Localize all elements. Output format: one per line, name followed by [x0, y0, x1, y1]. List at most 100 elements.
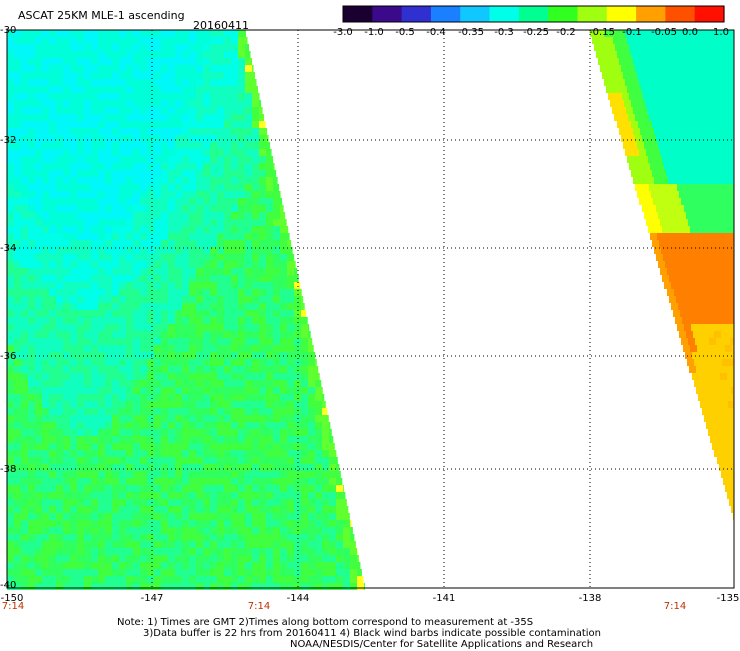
wind-cell [105, 527, 112, 534]
wind-cell [238, 429, 245, 436]
wind-cell [231, 100, 238, 107]
wind-cell [189, 86, 196, 93]
wind-cell [56, 520, 63, 527]
wind-cell [98, 562, 105, 569]
wind-cell [259, 394, 266, 401]
wind-cell [84, 443, 91, 450]
wind-cell [726, 394, 733, 401]
wind-cell [126, 394, 133, 401]
wind-cell [662, 86, 669, 93]
wind-cell [112, 303, 119, 310]
wind-cell [238, 534, 245, 541]
wind-cell [210, 310, 217, 317]
wind-cell [654, 128, 661, 135]
wind-cell [126, 324, 133, 331]
wind-cell [238, 275, 245, 282]
wind-cell [7, 51, 14, 58]
wind-cell [7, 373, 14, 380]
wind-cell [245, 142, 252, 149]
wind-cell [28, 198, 35, 205]
wind-cell [273, 338, 280, 345]
wind-cell [315, 562, 322, 569]
wind-cell [702, 408, 709, 415]
wind-cell [7, 44, 14, 51]
colorbar-segment [695, 6, 725, 22]
wind-cell [259, 499, 266, 506]
wind-cell [21, 219, 28, 226]
wind-cell [315, 408, 322, 415]
wind-cell [63, 184, 70, 191]
wind-cell [21, 261, 28, 268]
wind-cell [681, 198, 688, 205]
wind-cell [28, 464, 35, 471]
wind-cell [238, 149, 245, 156]
wind-cell [196, 177, 203, 184]
wind-cell [133, 562, 140, 569]
wind-cell [28, 240, 35, 247]
wind-cell [91, 149, 98, 156]
wind-cell [42, 170, 49, 177]
wind-cell [182, 212, 189, 219]
wind-cell [196, 555, 203, 562]
wind-cell [56, 317, 63, 324]
wind-cell [133, 513, 140, 520]
wind-cell [231, 345, 238, 352]
wind-cell [133, 135, 140, 142]
wind-cell [14, 149, 21, 156]
wind-cell [98, 338, 105, 345]
wind-cell [203, 555, 210, 562]
wind-cell [266, 450, 273, 457]
wind-cell [322, 415, 329, 422]
wind-cell [168, 107, 175, 114]
wind-cell [56, 513, 63, 520]
wind-cell [84, 44, 91, 51]
wind-cell [628, 65, 635, 72]
wind-cell [140, 492, 147, 499]
wind-cell [56, 191, 63, 198]
wind-cell [98, 156, 105, 163]
wind-cell [70, 380, 77, 387]
wind-cell [119, 79, 126, 86]
wind-cell [217, 366, 224, 373]
wind-cell [63, 100, 70, 107]
wind-cell [718, 156, 725, 163]
wind-cell [126, 219, 133, 226]
wind-cell [147, 121, 154, 128]
wind-cell [168, 555, 175, 562]
wind-cell [21, 576, 28, 583]
wind-cell [105, 569, 112, 576]
wind-cell [168, 499, 175, 506]
wind-cell [70, 128, 77, 135]
wind-cell [112, 513, 119, 520]
wind-cell [252, 373, 259, 380]
wind-cell [35, 576, 42, 583]
wind-cell [182, 324, 189, 331]
wind-cell [63, 576, 70, 583]
wind-cell [21, 142, 28, 149]
wind-cell [315, 457, 322, 464]
wind-cell [35, 541, 42, 548]
wind-cell [56, 569, 63, 576]
wind-cell [217, 114, 224, 121]
wind-cell [175, 114, 182, 121]
wind-cell [715, 121, 722, 128]
wind-cell [280, 499, 287, 506]
wind-cell [140, 212, 147, 219]
wind-cell [657, 44, 664, 51]
wind-cell [189, 576, 196, 583]
wind-cell [35, 191, 42, 198]
wind-cell [189, 401, 196, 408]
wind-cell [683, 345, 690, 352]
wind-cell [350, 527, 353, 534]
wind-cell [662, 156, 669, 163]
wind-cell [679, 331, 686, 338]
wind-cell [238, 548, 245, 555]
wind-cell [28, 170, 35, 177]
wind-cell [245, 261, 252, 268]
wind-cell [308, 555, 315, 562]
wind-cell [722, 100, 729, 107]
wind-cell [189, 415, 196, 422]
wind-cell [231, 443, 238, 450]
colorbar-label: -3.0 [333, 27, 353, 38]
wind-cell [133, 359, 140, 366]
